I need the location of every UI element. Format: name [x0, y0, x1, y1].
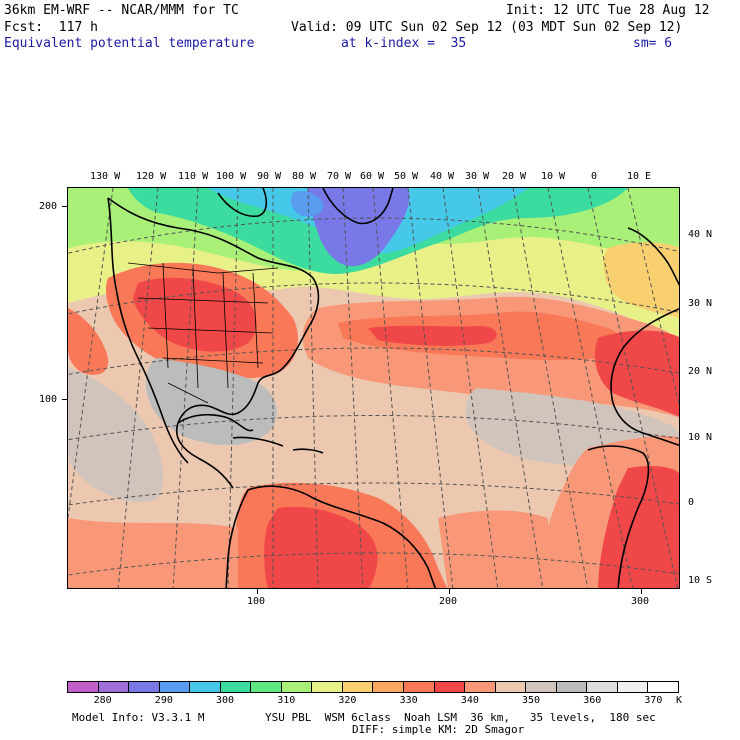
legend-swatch — [495, 682, 527, 692]
gulf-of-guinea — [587, 445, 650, 588]
legend-level-label: 300 — [216, 695, 235, 706]
europe-warm — [603, 242, 679, 318]
legend-swatch — [526, 682, 557, 692]
physics-info: YSU PBL WSM 6class Noah LSM 36 km, 35 le… — [265, 711, 656, 724]
legend-level-label: 320 — [338, 695, 357, 706]
na-coast — [107, 197, 320, 489]
legend-swatch — [648, 682, 678, 692]
legend-swatch — [587, 682, 618, 692]
model-title: 36km EM-WRF -- NCAR/MMM for TC — [4, 3, 239, 18]
lon-label: 50 W — [394, 171, 419, 182]
hispaniola — [292, 448, 324, 454]
legend-swatch — [98, 682, 130, 692]
africa-hot — [598, 466, 679, 588]
legend-swatch — [342, 682, 374, 692]
south-america-hot — [264, 506, 378, 588]
sahara-hot — [594, 330, 679, 418]
south-america-coast — [247, 485, 437, 588]
legend-level-label: 330 — [399, 695, 418, 706]
legend-level-label: 310 — [277, 695, 296, 706]
pacific-gray — [68, 368, 164, 503]
blue-core — [308, 188, 410, 267]
lat-label: 30 N — [688, 298, 713, 309]
cuba — [232, 436, 284, 447]
legend-swatch — [434, 682, 466, 692]
lon-label: 60 W — [360, 171, 385, 182]
legend-level-label: 370 — [644, 695, 663, 706]
lon-label: 20 W — [502, 171, 527, 182]
lat-label: 0 — [688, 497, 695, 508]
na-west-coast — [107, 197, 189, 464]
smoothing-info: sm= 6 — [633, 36, 673, 51]
legend-level-label: 360 — [583, 695, 602, 706]
lon-label: 120 W — [136, 171, 167, 182]
lon-label: 100 W — [216, 171, 247, 182]
gulf-coast — [177, 413, 254, 432]
greenland — [322, 188, 394, 225]
bottom-axis-label: 300 — [631, 596, 650, 607]
legend-swatch — [281, 682, 313, 692]
model-info: Model Info: V3.3.1 M — [72, 711, 205, 724]
lon-label: 10 W — [541, 171, 566, 182]
pacific-warm — [68, 308, 109, 375]
africa-coast — [610, 308, 679, 447]
south-atlantic-warm — [68, 518, 238, 588]
lat-label: 10 S — [688, 575, 713, 586]
legend-swatch — [190, 682, 221, 692]
map-svg — [68, 188, 679, 588]
south-atlantic-mid — [438, 510, 548, 588]
theta-e-map — [67, 187, 680, 589]
bottom-axis-label: 100 — [247, 596, 266, 607]
lon-label: 90 W — [257, 171, 282, 182]
legend-level-label: 350 — [522, 695, 541, 706]
lat-label: 10 N — [688, 432, 713, 443]
left-axis-label: 200 — [39, 201, 58, 212]
legend-swatch — [404, 682, 435, 692]
atlantic-core — [368, 325, 497, 346]
hudson-bay — [217, 188, 268, 218]
legend-swatch — [373, 682, 405, 692]
legend-level-label: 340 — [460, 695, 479, 706]
coastlines — [107, 188, 679, 588]
legend-swatch — [617, 682, 649, 692]
lon-label: 130 W — [90, 171, 121, 182]
blue-spot — [291, 191, 324, 217]
lon-label: 70 W — [327, 171, 352, 182]
legend-swatch — [129, 682, 160, 692]
legend-swatch — [312, 682, 343, 692]
legend-swatch — [220, 682, 252, 692]
legend-swatch — [68, 682, 99, 692]
legend-swatch — [159, 682, 191, 692]
bottom-axis-label: 200 — [439, 596, 458, 607]
legend-swatch — [251, 682, 282, 692]
graticule — [68, 188, 679, 588]
lat-label: 40 N — [688, 229, 713, 240]
diffusion-info: DIFF: simple KM: 2D Smagor — [352, 723, 525, 736]
lon-label: 0 — [591, 171, 598, 182]
lon-label: 30 W — [465, 171, 490, 182]
legend-unit: K — [676, 695, 683, 706]
legend-level-label: 290 — [154, 695, 173, 706]
lon-label: 10 E — [627, 171, 652, 182]
legend-swatch — [556, 682, 588, 692]
color-legend — [67, 681, 679, 693]
valid-time: Valid: 09 UTC Sun 02 Sep 12 (03 MDT Sun … — [291, 20, 683, 35]
level-info: at k-index = 35 — [341, 36, 467, 51]
sa-west-coast — [225, 489, 249, 588]
forecast-hour: Fcst: 117 h — [4, 20, 98, 35]
lon-label: 80 W — [292, 171, 317, 182]
legend-swatch — [465, 682, 496, 692]
left-axis-label: 100 — [39, 394, 58, 405]
political-boundaries — [127, 262, 279, 404]
lat-label: 20 N — [688, 366, 713, 377]
lon-label: 110 W — [178, 171, 209, 182]
field-name: Equivalent potential temperature — [4, 36, 255, 51]
init-time: Init: 12 UTC Tue 28 Aug 12 — [506, 3, 710, 18]
iberia — [627, 227, 679, 287]
legend-level-label: 280 — [93, 695, 112, 706]
lon-label: 40 W — [430, 171, 455, 182]
